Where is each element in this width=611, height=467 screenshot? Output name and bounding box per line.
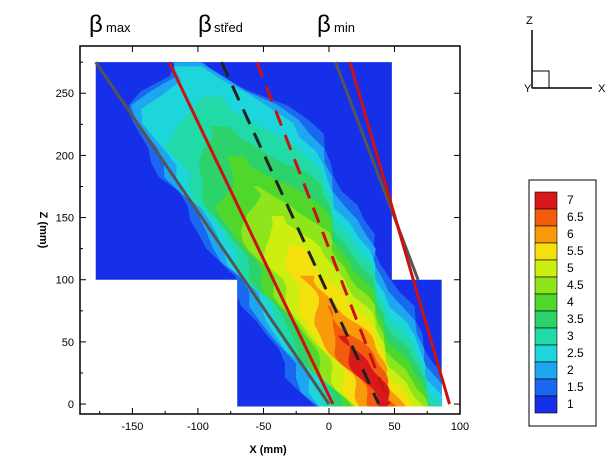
y-tick-label: 200 (56, 150, 74, 162)
y-tick-label: 100 (56, 275, 74, 287)
beta-stred-symbol: β (198, 11, 212, 38)
beta-line-6 (348, 61, 451, 405)
beta-max-symbol: β (89, 11, 103, 38)
legend-label-3: 3 (567, 329, 574, 343)
legend-swatch-4.5 (534, 276, 558, 295)
legend-label-5: 5 (567, 261, 574, 275)
beta-min-subscript: min (334, 20, 355, 35)
legend-swatch-6 (534, 225, 558, 244)
beta-line-3 (220, 61, 381, 405)
legend-swatch-2 (534, 361, 558, 380)
beta-line-2 (167, 61, 335, 405)
legend-swatch-3.5 (534, 310, 558, 329)
beta-stred-subscript: střed (214, 20, 243, 35)
y-tick-label: 150 (56, 213, 74, 225)
legend-label-4.5: 4.5 (567, 278, 584, 292)
legend-label-3.5: 3.5 (567, 312, 584, 326)
y-tick-label: 50 (62, 337, 74, 349)
y-tick-label: 0 (68, 399, 74, 411)
legend-swatch-5 (534, 259, 558, 278)
beta-min-symbol: β (317, 11, 331, 38)
beta-line-1 (94, 61, 331, 405)
legend-swatch-1.5 (534, 378, 558, 397)
legend-label-7: 7 (567, 193, 574, 207)
legend-swatch-1 (534, 395, 558, 414)
beta-max-subscript: max (106, 20, 131, 35)
beta-line-4 (255, 61, 391, 405)
beta-line-5 (334, 61, 420, 281)
triad-y-label: Y (524, 83, 532, 95)
x-tick-label: 100 (451, 421, 469, 433)
x-tick-label: -150 (121, 421, 143, 433)
legend-label-6: 6 (567, 227, 574, 241)
axis-ticks: -150 -100 -50 0 50 100 0 50 100 150 200 250 (56, 46, 469, 433)
color-legend: 7 6.5 6 5.5 5 4.5 4 3.5 3 2.5 2 1.5 1 (528, 179, 597, 427)
triad-x-label: X (598, 83, 606, 95)
legend-label-2.5: 2.5 (567, 346, 584, 360)
plot-frame (79, 45, 461, 415)
legend-swatch-4 (534, 293, 558, 312)
x-tick-label: 50 (388, 421, 400, 433)
x-tick-label: -50 (255, 421, 271, 433)
x-tick-label: -100 (187, 421, 209, 433)
y-axis-label: Z (mm) (37, 212, 49, 249)
legend-label-1.5: 1.5 (567, 380, 584, 394)
triad-box (531, 70, 550, 89)
legend-swatch-7 (534, 191, 558, 210)
legend-label-5.5: 5.5 (567, 244, 584, 258)
axis-triad: Z X Y (524, 15, 606, 95)
triad-z-label: Z (526, 15, 533, 27)
legend-swatch-6.5 (534, 208, 558, 227)
legend-swatch-2.5 (534, 344, 558, 363)
legend-label-4: 4 (567, 295, 574, 309)
y-tick-label: 250 (56, 88, 74, 100)
x-tick-label: 0 (326, 421, 332, 433)
legend-swatch-5.5 (534, 242, 558, 261)
legend-swatch-3 (534, 327, 558, 346)
legend-label-1: 1 (567, 397, 574, 411)
beta-lines (94, 61, 451, 405)
legend-label-6.5: 6.5 (567, 210, 584, 224)
x-axis-label: X (mm) (249, 444, 287, 456)
plot-area: -150 -100 -50 0 50 100 0 50 100 150 200 250 (56, 45, 469, 433)
legend-label-2: 2 (567, 363, 574, 377)
